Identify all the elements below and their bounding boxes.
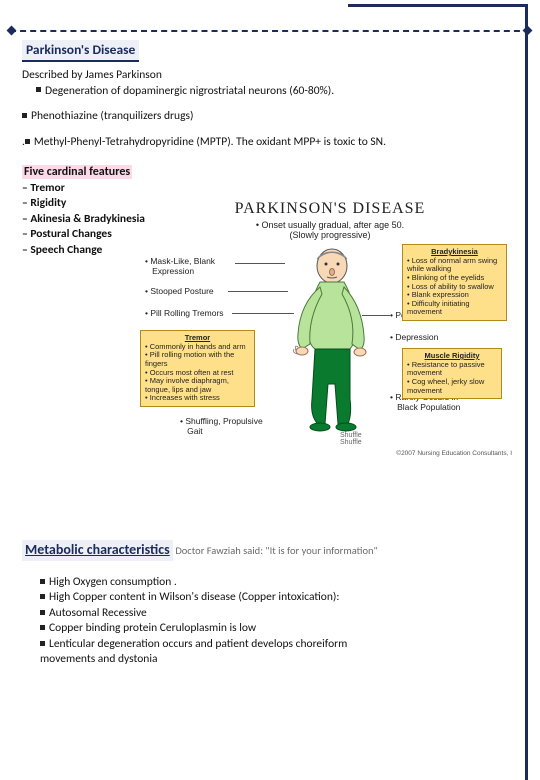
bullet-icon	[22, 113, 27, 118]
diagram-onset: • Onset usually gradual, after age 50. (…	[150, 220, 510, 240]
met-text: Lenticular degeneration occurs and patie…	[40, 637, 347, 667]
bullet-icon	[36, 87, 41, 92]
rigid-body: • Resistance to passive movement • Cog w…	[407, 361, 497, 396]
bullet-icon	[40, 625, 45, 630]
metabolic-title: Metabolic characteristics	[22, 540, 173, 561]
cardinal-item: – Speech Change	[22, 243, 102, 257]
page-title: Parkinson's Disease	[22, 40, 139, 62]
metabolic-section: Metabolic characteristics Doctor Fawziah…	[22, 540, 514, 668]
intro-b1-text: Degeneration of dopaminergic nigrostriat…	[45, 84, 334, 98]
list-item: Autosomal Recessive	[40, 606, 352, 622]
intro-bullet-2: Phenothiazine (tranquilizers drugs)	[22, 109, 514, 125]
cardinal-item: – Tremor	[22, 181, 65, 195]
diagram-label: • Mask-Like, Blank Expression	[145, 256, 215, 276]
list-item: High Copper content in Wilson's disease …	[40, 590, 352, 606]
metabolic-list: High Oxygen consumption . High Copper co…	[22, 575, 352, 668]
bullet-icon	[40, 610, 45, 615]
met-text: High Copper content in Wilson's disease …	[49, 590, 339, 604]
cardinal-item: – Postural Changes	[22, 227, 112, 241]
parkinsons-diagram: PARKINSON'S DISEASE • Onset usually grad…	[150, 200, 510, 460]
diagram-label: • Pill Rolling Tremors	[145, 308, 224, 318]
intro-bullet-3: .Methyl-Phenyl-Tetrahydropyridine (MPTP)…	[22, 135, 514, 151]
diamond-icon	[7, 26, 17, 36]
leader-line	[362, 315, 390, 316]
intro-described: Described by James Parkinson	[22, 68, 514, 84]
intro-b2-text: Phenothiazine (tranquilizers drugs)	[31, 109, 193, 123]
cardinal-item: – Rigidity	[22, 196, 66, 210]
rigidity-note: Muscle Rigidity • Resistance to passive …	[402, 348, 502, 399]
bullet-icon	[40, 641, 45, 646]
tremor-note: Tremor • Commonly in hands and arm • Pil…	[140, 330, 255, 407]
leader-line	[232, 313, 294, 314]
intro-b3-text: Methyl-Phenyl-Tetrahydropyridine (MPTP).…	[34, 135, 386, 149]
tremor-body: • Commonly in hands and arm • Pill rolli…	[145, 343, 250, 403]
diagram-title: PARKINSON'S DISEASE	[150, 200, 510, 218]
leader-line	[228, 291, 288, 292]
list-item: Copper binding protein Ceruloplasmin is …	[40, 621, 352, 637]
right-border	[525, 4, 528, 780]
list-item: High Oxygen consumption .	[40, 575, 352, 591]
doctor-note: Doctor Fawziah said: "It is for your inf…	[175, 544, 377, 557]
brady-body: • Loss of normal arm swing while walking…	[407, 257, 502, 317]
met-text: Copper binding protein Ceruloplasmin is …	[49, 621, 256, 635]
diagram-label: • Depression	[390, 332, 438, 342]
met-text: Autosomal Recessive	[49, 606, 147, 620]
bullet-icon	[40, 579, 45, 584]
intro-bullet-1: Degeneration of dopaminergic nigrostriat…	[22, 84, 514, 100]
diagram-label: • Stooped Posture	[145, 286, 214, 296]
bullet-icon	[25, 139, 30, 144]
diagram-label: • Shuffling, Propulsive Gait	[180, 416, 263, 436]
bullet-icon	[40, 594, 45, 599]
cardinal-heading: Five cardinal features	[22, 165, 132, 179]
bradykinesia-note: Bradykinesia • Loss of normal arm swing …	[402, 244, 507, 321]
top-accent-bar	[348, 4, 528, 7]
diagram-credit: ©2007 Nursing Education Consultants, I	[396, 450, 512, 457]
dashed-top-border	[10, 30, 530, 32]
cardinal-item: – Akinesia & Bradykinesia	[22, 212, 145, 226]
list-item: Lenticular degeneration occurs and patie…	[40, 637, 352, 668]
shuffle-text: Shuffle Shuffle	[340, 432, 362, 446]
leader-line	[235, 263, 285, 264]
patient-figure-icon	[280, 244, 390, 434]
met-text: High Oxygen consumption .	[49, 575, 177, 589]
